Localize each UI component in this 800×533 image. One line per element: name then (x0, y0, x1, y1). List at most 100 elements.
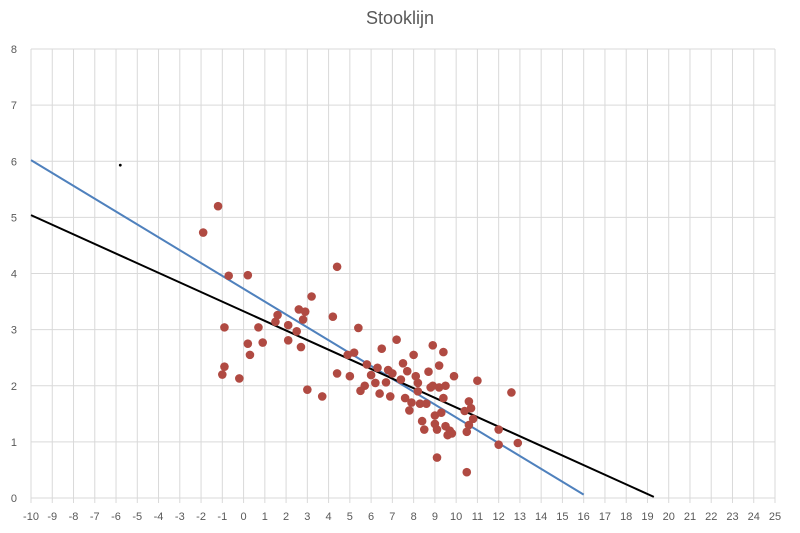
data-point (362, 360, 372, 369)
x-tick-label: 16 (578, 511, 590, 523)
data-point (507, 388, 516, 397)
data-point (307, 292, 316, 301)
x-tick-label: -9 (47, 511, 57, 523)
data-point (494, 425, 503, 434)
data-point (377, 344, 387, 354)
x-tick-label: 24 (748, 511, 760, 523)
data-point (415, 399, 425, 409)
y-tick-label: 8 (11, 44, 17, 56)
x-tick-label: 14 (535, 511, 547, 523)
data-point (468, 414, 478, 424)
y-tick-label: 7 (11, 100, 17, 112)
data-point (381, 378, 391, 387)
blue-trend-line (30, 159, 585, 496)
data-point (422, 399, 431, 409)
data-point (385, 392, 395, 401)
data-point (235, 374, 244, 383)
y-tick-label: 4 (11, 269, 17, 281)
data-point (345, 371, 355, 381)
data-point (417, 416, 427, 426)
data-point (392, 335, 401, 345)
x-tick-label: 8 (411, 511, 417, 523)
x-tick-label: 10 (450, 511, 462, 523)
data-point (300, 307, 310, 316)
x-tick-label: 20 (663, 511, 675, 523)
chart-title: Stooklijn (365, 8, 435, 28)
data-point (413, 378, 423, 388)
x-tick-label: 1 (262, 511, 268, 523)
data-point (283, 335, 293, 345)
data-point (400, 393, 410, 403)
data-point (298, 315, 308, 324)
data-point (303, 385, 312, 394)
y-tick-label: 2 (11, 381, 17, 393)
x-tick-label: -6 (111, 511, 121, 523)
x-tick-label: -4 (154, 511, 164, 523)
x-tick-label: 6 (368, 511, 374, 523)
x-tick-label: -8 (69, 511, 79, 523)
x-tick-label: 15 (556, 511, 568, 523)
x-tick-label: -7 (90, 511, 100, 523)
x-tick-label: 12 (493, 511, 505, 523)
data-point (366, 370, 376, 380)
data-point (419, 425, 429, 434)
x-tick-label: 19 (641, 511, 653, 523)
data-point (354, 323, 363, 333)
x-tick-label: 23 (726, 511, 738, 523)
data-point (375, 389, 384, 398)
x-tick-label: 21 (684, 511, 696, 523)
data-point (441, 381, 450, 391)
data-point (258, 338, 268, 347)
x-tick-label: 7 (389, 511, 395, 523)
data-point (494, 440, 503, 449)
x-tick-label: 22 (705, 511, 717, 523)
data-point (218, 370, 227, 379)
data-point (213, 201, 223, 211)
trend-lines (30, 159, 655, 498)
data-point (409, 350, 418, 360)
data-point (396, 375, 406, 384)
data-point (317, 392, 327, 401)
data-point (254, 323, 263, 332)
y-tick-label: 6 (11, 156, 17, 168)
data-point (296, 342, 306, 352)
data-point (224, 271, 233, 281)
data-point (464, 397, 474, 406)
data-point (271, 317, 280, 327)
x-tick-label: 11 (472, 511, 483, 523)
x-tick-label: -10 (23, 511, 39, 523)
x-tick-label: -1 (217, 511, 227, 523)
data-point (428, 341, 438, 350)
grid (30, 48, 776, 503)
x-tick-label: 0 (241, 511, 247, 523)
x-tick-label: -5 (132, 511, 142, 523)
data-point (411, 371, 421, 381)
data-point (398, 359, 408, 368)
x-tick-label: -2 (196, 511, 206, 523)
data-point (407, 398, 416, 407)
data-point (245, 350, 255, 360)
data-point (402, 366, 412, 376)
x-tick-label: 17 (599, 511, 611, 523)
data-point (220, 362, 229, 371)
data-point (328, 312, 338, 322)
data-point (466, 403, 476, 413)
data-point (462, 427, 472, 437)
data-point (447, 429, 457, 438)
x-tick-label: 13 (514, 511, 526, 523)
data-point (371, 378, 380, 388)
x-tick-label: 25 (769, 511, 781, 523)
data-point (436, 408, 446, 417)
black-trend-line (30, 214, 655, 498)
y-tick-label: 0 (11, 493, 17, 505)
data-point (243, 339, 253, 348)
x-tick-label: 18 (620, 511, 632, 523)
data-point (513, 438, 523, 448)
scatter-points (118, 163, 523, 477)
data-point (332, 262, 342, 272)
y-tick-label: 5 (11, 212, 17, 224)
data-point (464, 420, 474, 430)
data-point (449, 371, 459, 381)
x-tick-label: 4 (326, 511, 332, 523)
marker-dot (118, 163, 122, 167)
